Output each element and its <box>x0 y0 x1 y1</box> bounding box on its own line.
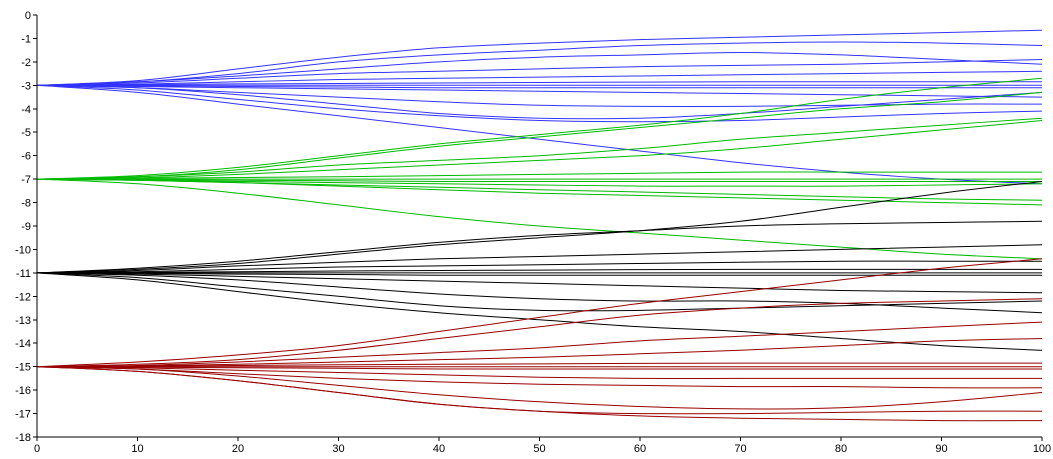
series-line-red-46 <box>36 366 1043 422</box>
y-tick-label: 0 <box>25 10 31 22</box>
series-line-black-26 <box>36 244 1043 274</box>
series-line-green-19 <box>36 178 1042 183</box>
y-tick-label: -6 <box>21 151 31 163</box>
series-line-black-34 <box>36 272 1043 351</box>
series-line-red-44 <box>36 366 1043 410</box>
series-line-green-20 <box>36 178 1043 187</box>
series-line-black-24 <box>36 181 1043 274</box>
series-line-red-38 <box>36 338 1043 368</box>
ticks-layer: 0 -1 -2 -3 -4 -5 -6 -7 -8 -9 -10 -11 -12 -13 -14 -15 -16… <box>15 10 1051 455</box>
series-line-black-28 <box>36 268 1042 274</box>
y-tick-label: -1 <box>21 33 31 45</box>
series-line-green-16 <box>36 120 1043 180</box>
series-line-blue-2 <box>36 51 1043 86</box>
y-tick-label: -14 <box>15 338 31 350</box>
series-line-black-33 <box>36 272 1043 312</box>
series-line-blue-5 <box>36 81 1042 86</box>
series-line-black-32 <box>36 272 1043 314</box>
x-tick-label: 60 <box>634 443 646 455</box>
y-tick-label: -8 <box>21 198 31 210</box>
series-line-blue-4 <box>36 70 1043 86</box>
series-line-blue-1 <box>36 41 1043 86</box>
x-tick-label: 40 <box>433 443 445 455</box>
series-line-red-39 <box>36 362 1042 368</box>
x-tick-label: 90 <box>935 443 947 455</box>
series-line-red-41 <box>36 366 1042 370</box>
y-tick-label: -11 <box>16 268 31 280</box>
series-line-green-23 <box>36 178 1043 260</box>
series-line-blue-8 <box>36 84 1043 98</box>
series-line-black-31 <box>36 272 1043 294</box>
y-tick-label: -3 <box>21 80 31 92</box>
x-tick-label: 50 <box>533 443 545 455</box>
series-line-blue-7 <box>36 84 1042 89</box>
series-line-blue-0 <box>36 29 1043 86</box>
y-tick-label: -15 <box>15 362 31 374</box>
series-line-green-22 <box>36 178 1043 206</box>
series-line-red-43 <box>36 366 1043 389</box>
series-line-blue-9 <box>36 84 1043 108</box>
y-tick-label: -12 <box>15 291 31 303</box>
x-tick-label: 10 <box>131 443 143 455</box>
series-layer <box>36 29 1043 422</box>
series-line-black-30 <box>36 272 1042 276</box>
x-tick-label: 70 <box>734 443 746 455</box>
x-tick-label: 20 <box>232 443 244 455</box>
y-tick-label: -9 <box>21 221 31 233</box>
series-line-green-21 <box>36 178 1043 201</box>
series-line-red-35 <box>36 258 1043 368</box>
y-tick-label: -7 <box>21 174 31 186</box>
y-tick-label: -13 <box>15 315 31 327</box>
x-tick-label: 100 <box>1033 443 1051 455</box>
series-line-green-14 <box>36 91 1043 180</box>
series-line-red-37 <box>36 321 1043 368</box>
series-line-blue-10 <box>36 84 1043 120</box>
series-line-red-36 <box>36 298 1043 368</box>
series-line-green-13 <box>36 77 1043 180</box>
y-tick-label: -5 <box>21 127 31 139</box>
y-tick-label: -16 <box>15 385 31 397</box>
y-tick-label: -4 <box>21 104 31 116</box>
series-line-red-42 <box>36 366 1042 379</box>
series-line-green-15 <box>36 117 1043 180</box>
series-line-red-45 <box>36 366 1043 415</box>
series-line-green-17 <box>36 171 1042 180</box>
series-line-blue-3 <box>36 59 1043 86</box>
y-tick-label: -10 <box>15 244 31 256</box>
y-tick-label: -2 <box>21 57 31 69</box>
series-line-black-27 <box>36 260 1042 274</box>
x-tick-label: 0 <box>34 443 40 455</box>
y-tick-label: -18 <box>15 432 31 444</box>
x-tick-label: 80 <box>835 443 847 455</box>
x-tick-label: 30 <box>332 443 344 455</box>
series-line-blue-11 <box>36 84 1043 123</box>
y-tick-label: -17 <box>15 409 31 421</box>
series-line-black-25 <box>36 220 1043 274</box>
series-line-blue-12 <box>36 84 1043 185</box>
